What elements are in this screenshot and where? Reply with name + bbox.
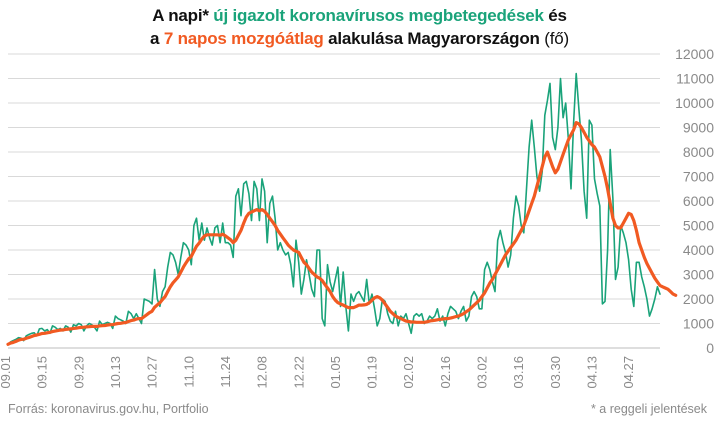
x-tick-label: 09.15 (35, 356, 50, 389)
x-tick-label: 02.16 (438, 356, 453, 389)
x-tick-label: 12.22 (291, 356, 306, 389)
x-tick-label: 02.02 (401, 356, 416, 389)
chart-series (6, 72, 678, 346)
source-note: Forrás: koronavirus.gov.hu, Portfolio (8, 402, 209, 416)
title-part-unit: (fő) (539, 29, 569, 48)
footnote: * a reggeli jelentések (590, 402, 707, 416)
chart-title-line-2: a 7 napos mozgóátlag alakulása Magyarors… (0, 29, 719, 49)
x-tick-label: 09.29 (71, 356, 86, 389)
title-part-a-napi: A napi* (152, 6, 214, 25)
y-tick-label: 4000 (683, 242, 714, 258)
x-tick-label: 11.10 (181, 356, 196, 388)
y-tick-label: 12000 (675, 46, 714, 62)
title-part-moving-average: 7 napos mozgóátlag (163, 29, 324, 48)
title-part-hungary: alakulása Magyarországon (323, 29, 540, 48)
line-chart: 0 1000 2000 3000 4000 5000 6000 7000 8000 9000 100… (0, 46, 714, 389)
title-part-a: a (150, 29, 164, 48)
y-tick-label: 10000 (675, 95, 714, 111)
y-tick-label: 6000 (683, 193, 714, 209)
x-tick-label: 04.27 (621, 356, 636, 389)
y-tick-label: 5000 (683, 218, 714, 234)
x-tick-label: 01.05 (328, 356, 343, 389)
daily-cases-line (7, 72, 661, 346)
x-tick-label: 09.01 (0, 356, 13, 389)
chart-title-line-1: A napi* új igazolt koronavírusos megbete… (0, 6, 719, 26)
y-tick-label: 0 (706, 340, 714, 356)
moving-average-line (6, 120, 678, 346)
title-part-daily-cases: új igazolt koronavírusos megbetegedések (213, 6, 544, 25)
y-tick-label: 1000 (683, 316, 714, 332)
x-tick-label: 03.30 (548, 356, 563, 389)
x-tick-label: 12.08 (255, 356, 270, 389)
x-tick-label: 03.16 (511, 356, 526, 389)
y-tick-label: 8000 (683, 144, 714, 160)
y-tick-label: 11000 (676, 71, 714, 87)
x-tick-label: 10.27 (145, 356, 160, 389)
title-part-es: és (543, 6, 567, 25)
y-tick-label: 2000 (683, 291, 714, 307)
y-tick-label: 7000 (683, 169, 714, 185)
x-axis-ticks: 09.01 09.15 09.29 10.13 10.27 11.10 11.24 12.08… (0, 356, 636, 389)
x-tick-label: 01.19 (365, 356, 380, 389)
y-tick-label: 9000 (683, 120, 714, 136)
x-tick-label: 10.13 (108, 356, 123, 389)
x-tick-label: 03.02 (475, 356, 490, 389)
y-axis-ticks: 0 1000 2000 3000 4000 5000 6000 7000 8000 9000 100… (675, 46, 714, 356)
y-tick-label: 3000 (683, 267, 714, 283)
x-tick-label: 04.13 (585, 356, 600, 389)
x-tick-label: 11.24 (218, 356, 233, 388)
